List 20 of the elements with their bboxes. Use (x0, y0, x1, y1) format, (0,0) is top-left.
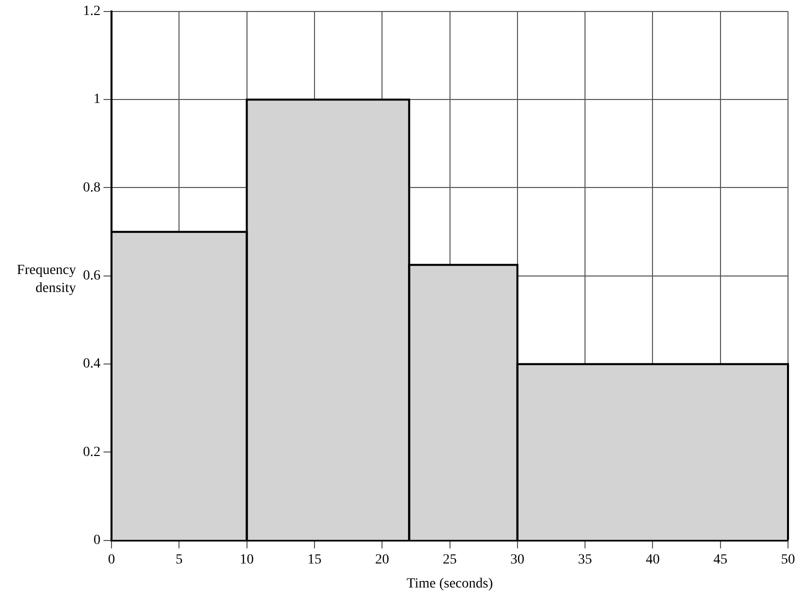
x-tick-label: 0 (108, 552, 115, 568)
x-tick-label: 25 (442, 552, 457, 568)
y-tick-label: 0 (94, 533, 100, 548)
y-tick-label: 0.8 (83, 180, 100, 196)
x-tick-label: 20 (375, 552, 390, 568)
y-tick-label: 0.6 (83, 268, 100, 284)
x-tick-label: 50 (781, 552, 795, 568)
y-tick-label: 1 (94, 92, 100, 108)
x-axis-title: Time (seconds) (406, 576, 494, 592)
y-tick-label: 0.2 (83, 444, 100, 460)
x-tick-label: 10 (240, 552, 254, 568)
x-tick-label: 45 (713, 552, 728, 568)
x-tick-label: 40 (646, 552, 660, 568)
x-tick-label: 15 (307, 552, 322, 568)
y-tick-label: 1.2 (83, 4, 100, 20)
y-tick-label: 0.4 (83, 356, 100, 372)
x-tick-label: 5 (176, 552, 183, 568)
x-tick-label: 35 (578, 552, 592, 568)
y-axis-title: Frequency density (16, 262, 76, 298)
x-tick-label: 30 (510, 552, 524, 568)
